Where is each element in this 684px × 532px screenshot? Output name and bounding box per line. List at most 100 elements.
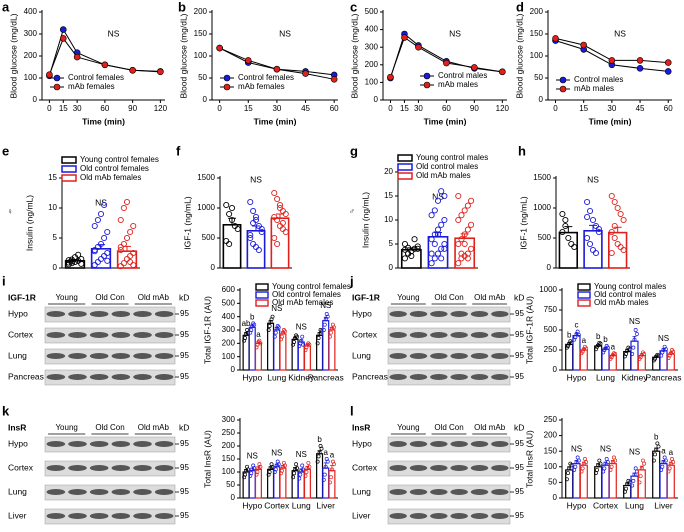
blot-size: 95	[180, 511, 189, 520]
dot	[414, 243, 421, 250]
y-tick-label: 1500	[533, 173, 551, 182]
blot-size: 95	[180, 309, 189, 318]
blot-band	[154, 465, 174, 471]
annotation: NS	[449, 28, 461, 38]
blot-band	[491, 513, 509, 519]
y-tick-label: 0	[547, 263, 552, 272]
dot	[279, 219, 286, 227]
dot	[243, 336, 248, 340]
bar	[254, 468, 262, 499]
blot-band	[111, 311, 131, 317]
blot-band	[89, 465, 109, 471]
y-tick-label: 250	[544, 345, 558, 354]
lane-label: Young	[55, 423, 77, 432]
dot	[431, 240, 438, 248]
annotation: NS	[658, 334, 669, 343]
y-axis-label: Total InsR (AU)	[202, 430, 212, 488]
blot-size: 95	[180, 351, 189, 360]
blot-image	[387, 436, 511, 453]
dot	[120, 260, 127, 267]
x-tick-label: Lung	[625, 500, 644, 510]
legend-label: Young control males	[416, 153, 488, 162]
dot	[267, 470, 272, 474]
dot	[323, 464, 328, 469]
y-axis-label: Insulin (ng/mL)	[360, 192, 370, 248]
data-point	[216, 44, 223, 52]
legend-marker	[53, 83, 61, 91]
y-tick-label: 500	[222, 298, 236, 307]
y-axis-label: IGF-1 (ng/mL)	[182, 196, 192, 250]
y-tick-label: 50	[226, 480, 235, 489]
dot	[411, 236, 418, 243]
bar	[659, 463, 668, 499]
dot	[617, 210, 624, 218]
blot-image	[387, 306, 511, 323]
series-line	[389, 36, 503, 78]
legend-swatch	[255, 291, 269, 299]
dot	[317, 450, 322, 455]
dot	[608, 249, 615, 257]
blot-band	[68, 489, 87, 495]
dot	[104, 257, 111, 264]
dot	[656, 444, 661, 449]
blot-band	[491, 489, 509, 495]
y-tick-label: 150	[194, 29, 208, 38]
panel-label: j	[349, 273, 354, 288]
dot	[667, 466, 672, 471]
data-point	[59, 35, 67, 42]
blot-band	[389, 332, 407, 338]
blot-band	[46, 465, 66, 471]
data-point	[59, 26, 67, 33]
blot-band	[450, 332, 468, 338]
dot	[464, 202, 471, 209]
dot	[461, 231, 468, 238]
blot-band	[409, 332, 428, 338]
bar	[316, 334, 324, 371]
dot	[291, 475, 296, 480]
dot	[639, 466, 644, 471]
y-tick-label: 50	[548, 478, 557, 487]
dot	[300, 463, 305, 468]
y-tick-label: 0	[231, 365, 236, 374]
dot	[654, 447, 659, 452]
blot-size: 95	[515, 309, 524, 318]
blot-image	[44, 327, 176, 344]
y-tick-label: 300	[222, 415, 236, 424]
dot	[328, 475, 333, 480]
dot	[316, 336, 321, 340]
dot	[565, 234, 572, 242]
bar	[583, 230, 603, 269]
series-line	[48, 37, 161, 75]
dot	[304, 470, 309, 474]
dot	[258, 225, 265, 233]
blot-band	[154, 374, 174, 380]
blot-band	[89, 311, 109, 317]
blot-size: 95	[180, 487, 189, 496]
dot	[611, 234, 618, 242]
y-tick-label: 250	[544, 415, 558, 424]
dot	[328, 480, 332, 485]
data-point	[471, 64, 478, 71]
blot-band	[46, 441, 66, 447]
dot	[317, 332, 322, 336]
y-tick-label: 20	[384, 167, 393, 176]
dot	[315, 341, 320, 346]
dot	[97, 240, 105, 248]
dot	[252, 466, 257, 471]
dot	[271, 234, 278, 242]
blot-size: 95	[515, 487, 524, 496]
x-tick-label: 45	[301, 104, 310, 113]
dot	[611, 222, 618, 230]
blot-row-label: Lung	[352, 350, 371, 360]
annotation: NS	[629, 448, 640, 457]
dot	[321, 328, 326, 332]
blot-band	[46, 513, 66, 519]
legend-label: Control females	[68, 73, 124, 82]
dot	[464, 255, 471, 262]
dot	[276, 201, 284, 209]
dot	[598, 341, 603, 346]
annotation: NS	[271, 304, 282, 313]
legend-swatch	[397, 154, 413, 162]
dot	[633, 328, 638, 332]
bar	[291, 338, 299, 371]
